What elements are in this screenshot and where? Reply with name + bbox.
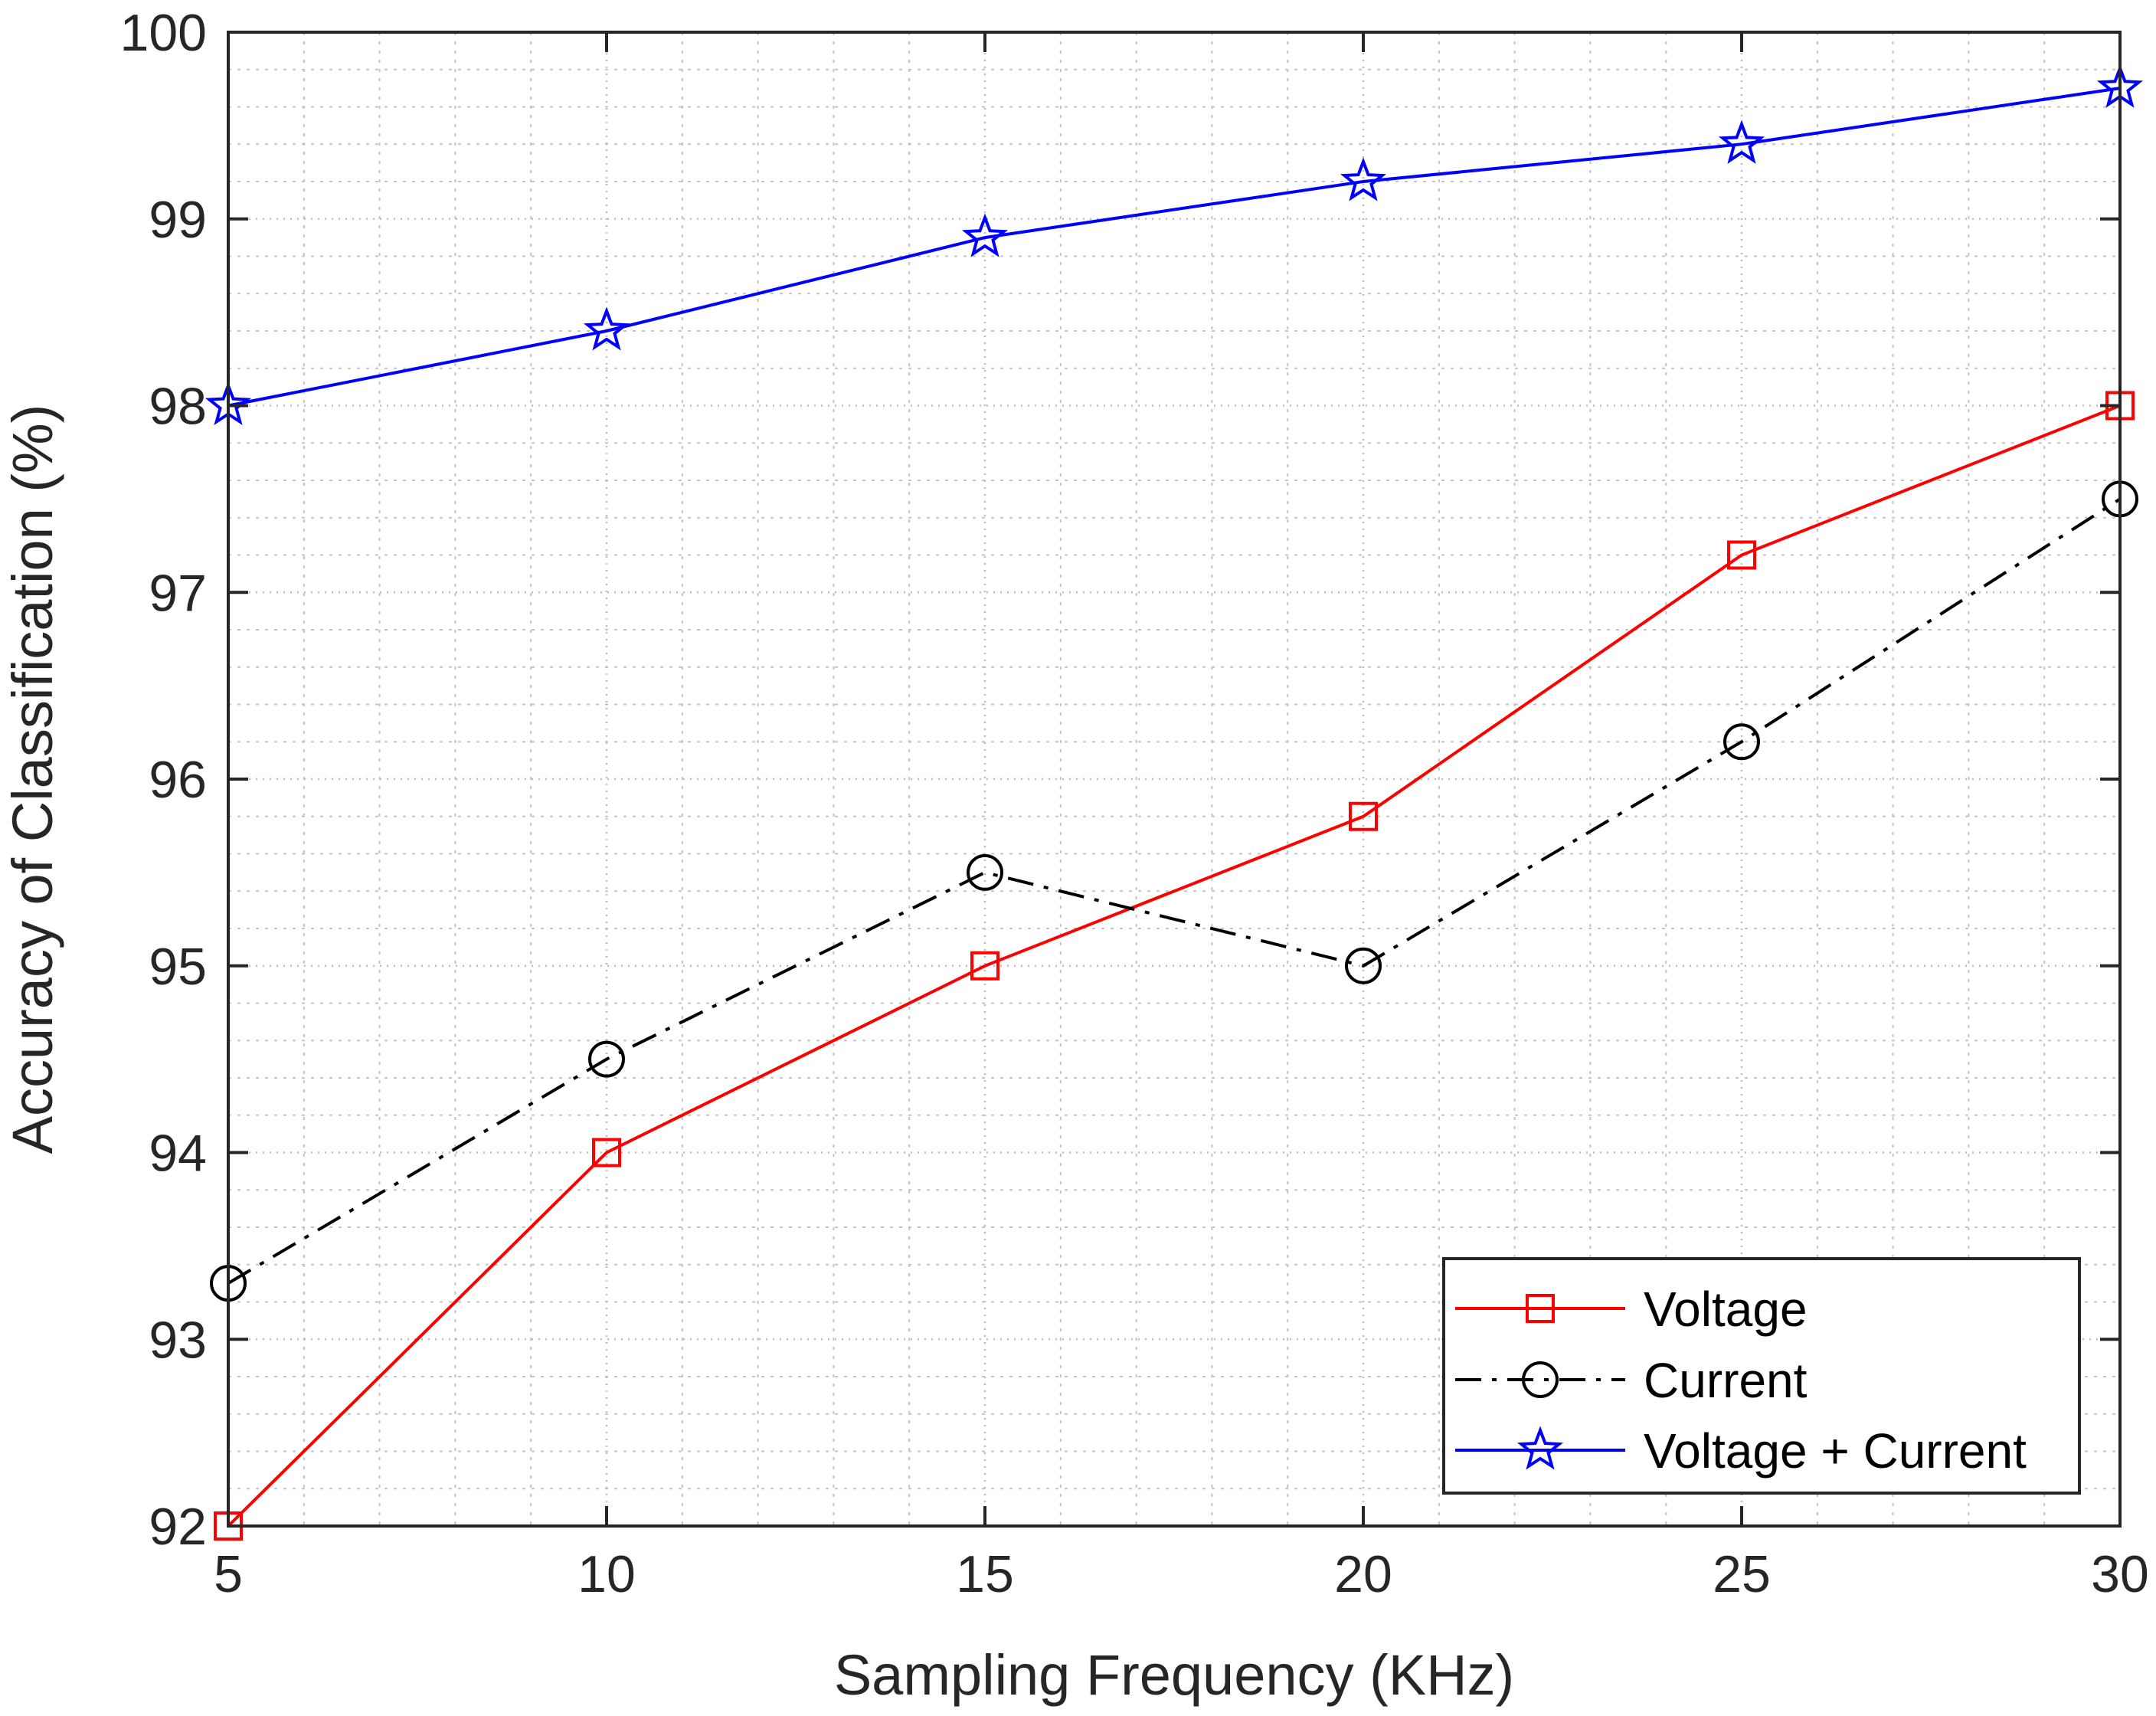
data-point-marker [583, 306, 630, 351]
data-point-marker [1718, 120, 1765, 164]
axis-ticks [227, 31, 2122, 1528]
series-layer [204, 64, 2144, 1541]
series-line [227, 404, 2121, 1528]
legend-label: Voltage [1644, 1282, 1808, 1337]
data-point-marker [1723, 723, 1760, 761]
legend: Voltage Current Voltage + Current [1442, 1257, 2081, 1495]
x-tick-label: 5 [214, 1545, 243, 1603]
x-tick-label: 15 [956, 1545, 1014, 1603]
legend-marker [1516, 1426, 1564, 1470]
data-point-marker [1349, 801, 1378, 831]
data-point-marker [1727, 540, 1756, 570]
y-tick-label: 95 [149, 938, 207, 996]
y-tick-label: 100 [120, 4, 207, 62]
y-tick-label: 97 [149, 564, 207, 622]
y-tick-label: 92 [149, 1498, 207, 1556]
legend-item: Voltage + Current [1455, 1423, 2027, 1479]
y-tick-label: 96 [149, 751, 207, 809]
x-tick-label: 30 [2091, 1545, 2149, 1603]
data-point-marker [970, 951, 999, 981]
series-line [227, 497, 2122, 1285]
y-tick-label: 93 [149, 1311, 207, 1369]
data-point-marker [592, 1138, 621, 1167]
legend-marker [1522, 1361, 1559, 1398]
y-axis-label: Accuracy of Classification (%) [1, 404, 64, 1154]
data-point-marker [588, 1040, 625, 1078]
minor-grid [228, 32, 2120, 1526]
legend-label: Voltage + Current [1644, 1423, 2027, 1479]
data-point-marker [1345, 947, 1382, 984]
x-tick-label: 25 [1713, 1545, 1771, 1603]
x-axis-label: Sampling Frequency (KHz) [834, 1643, 1514, 1707]
legend-label: Current [1644, 1353, 1808, 1408]
legend-item: Current [1455, 1353, 1808, 1408]
series-voltage-current [204, 64, 2144, 426]
data-point-marker [961, 213, 1009, 257]
x-tick-label: 10 [577, 1545, 636, 1603]
data-point-marker [967, 853, 1003, 891]
series-line [227, 87, 2121, 408]
legend-item: Voltage [1455, 1282, 1808, 1337]
legend-items: Voltage Current Voltage + Current [1455, 1282, 2027, 1479]
legend-marker [1526, 1294, 1555, 1323]
y-tick-label: 94 [149, 1125, 207, 1183]
data-point-marker [1340, 157, 1387, 201]
tick-labels: 5 10 15 20 25 30 92 93 94 95 96 97 98 99 100 [120, 4, 2149, 1603]
y-tick-label: 99 [149, 191, 207, 249]
y-tick-label: 98 [149, 378, 207, 436]
x-tick-label: 20 [1334, 1545, 1392, 1603]
